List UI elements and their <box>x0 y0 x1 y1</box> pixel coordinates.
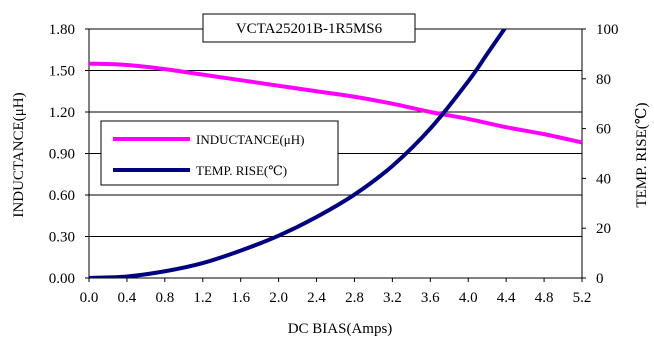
x-tick-label: 2.0 <box>269 290 288 306</box>
series-line-temp-rise <box>89 29 507 278</box>
x-tick-label: 4.8 <box>535 290 554 306</box>
y-axis-title: INDUCTANCE(μH) <box>11 92 27 217</box>
title-frame <box>202 13 416 43</box>
legend-box <box>100 120 339 186</box>
y-tick-label: 1.50 <box>49 64 75 80</box>
legend-label-inductance: INDUCTANCE(μH) <box>196 132 304 147</box>
x-tick-label: 3.6 <box>421 290 440 306</box>
y2-tick-label: 40 <box>596 171 611 187</box>
y2-axis-title: TEMP. RISE(℃) <box>634 102 650 207</box>
x-tick-label: 4.4 <box>497 290 516 306</box>
y-axis-right: 0 20 40 60 80 100 <box>582 22 619 287</box>
y-tick-label: 0.90 <box>49 147 75 163</box>
x-tick-label: 3.2 <box>383 290 402 306</box>
x-tick-label: 4.0 <box>459 290 478 306</box>
x-tick-label: 1.2 <box>193 290 212 306</box>
x-tick-label: 5.2 <box>573 290 592 306</box>
x-tick-label: 2.8 <box>345 290 364 306</box>
legend: INDUCTANCE(μH) TEMP. RISE(℃) <box>100 120 339 186</box>
x-tick-label: 2.4 <box>307 290 326 306</box>
y-tick-label: 0.00 <box>49 271 75 287</box>
series-line-inductance <box>89 61 582 145</box>
x-tick-label: 0.8 <box>155 290 174 306</box>
y2-tick-label: 60 <box>596 122 611 138</box>
x-axis: 0.0 0.4 0.8 1.2 1.6 2.0 2.4 2.8 3.2 3.6 4.0 4.4 4.8 5… <box>80 278 592 306</box>
y2-tick-label: 80 <box>596 72 611 88</box>
x-tick-label: 0.0 <box>80 290 99 306</box>
title-box: VCTA25201B-1R5MS6 <box>202 13 416 43</box>
chart-title: VCTA25201B-1R5MS6 <box>236 21 383 37</box>
y2-tick-label: 100 <box>596 22 619 38</box>
y-tick-label: 1.20 <box>49 105 75 121</box>
y-tick-label: 0.30 <box>49 230 75 246</box>
y2-tick-label: 0 <box>596 271 604 287</box>
y-tick-label: 1.80 <box>49 22 75 38</box>
x-tick-label: 1.6 <box>231 290 250 306</box>
x-tick-label: 0.4 <box>118 290 137 306</box>
x-axis-title: DC BIAS(Amps) <box>288 321 393 337</box>
legend-label-temp-rise: TEMP. RISE(℃) <box>196 163 287 178</box>
y-axis-left: 0.00 0.30 0.60 0.90 1.20 1.50 1.80 <box>49 22 89 287</box>
y-tick-label: 0.60 <box>49 188 75 204</box>
series-group <box>89 29 582 278</box>
y2-tick-label: 20 <box>596 221 611 237</box>
